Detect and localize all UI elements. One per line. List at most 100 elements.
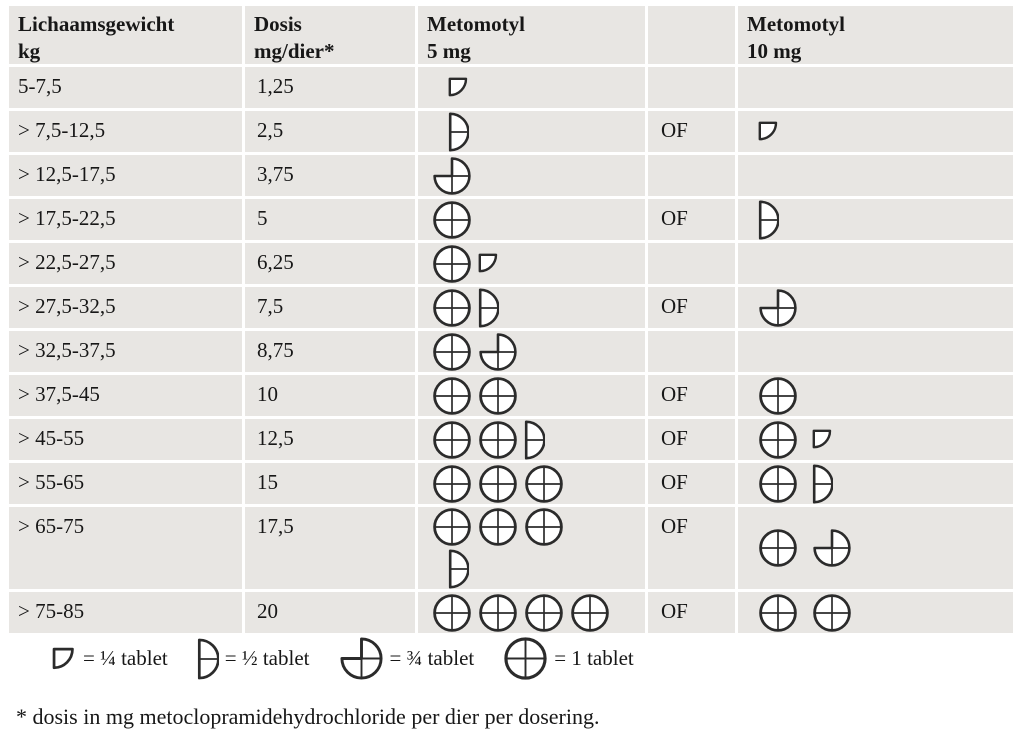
tablets-5mg-cell bbox=[418, 592, 645, 633]
tablet-icon-row bbox=[758, 200, 1013, 240]
tablet-icon-row bbox=[432, 507, 645, 547]
full-tablet-icon bbox=[524, 593, 564, 633]
three-quarter-tablet-icon bbox=[432, 156, 472, 196]
or-cell: OF bbox=[648, 287, 735, 328]
dose-cell: 15 bbox=[245, 463, 415, 504]
full-tablet-icon bbox=[570, 593, 610, 633]
dose-cell: 17,5 bbox=[245, 507, 415, 589]
tablets-10mg-cell bbox=[738, 331, 1013, 372]
three-quarter-tablet-icon bbox=[478, 332, 518, 372]
tablet-icon-row bbox=[432, 376, 645, 416]
tablets-10mg-cell bbox=[738, 419, 1013, 460]
full-tablet-icon bbox=[478, 593, 518, 633]
weight-cell: > 7,5-12,5 bbox=[9, 111, 242, 152]
half-tablet-icon bbox=[812, 464, 833, 504]
or-cell: OF bbox=[648, 507, 735, 589]
tablets-10mg-cell bbox=[738, 67, 1013, 108]
header-line: mg/dier* bbox=[254, 39, 335, 63]
header-or-spacer-cell bbox=[648, 6, 735, 64]
or-cell: OF bbox=[648, 419, 735, 460]
tablets-5mg-cell bbox=[418, 287, 645, 328]
full-tablet-icon bbox=[524, 507, 564, 547]
dose-cell: 8,75 bbox=[245, 331, 415, 372]
legend-label: = 1 tablet bbox=[554, 646, 634, 670]
full-tablet-icon bbox=[432, 420, 472, 460]
half-tablet-icon bbox=[478, 288, 499, 328]
weight-cell: > 55-65 bbox=[9, 463, 242, 504]
header-line: 5 mg bbox=[427, 39, 471, 63]
or-cell: OF bbox=[648, 111, 735, 152]
full-tablet-icon bbox=[432, 507, 472, 547]
tablet-icon-row bbox=[758, 121, 1013, 142]
header-dose-cell: Dosis mg/dier* bbox=[245, 6, 415, 64]
tablets-10mg-cell bbox=[738, 155, 1013, 196]
full-tablet-icon bbox=[478, 464, 518, 504]
weight-cell: > 22,5-27,5 bbox=[9, 243, 242, 284]
tablets-10mg-cell bbox=[738, 287, 1013, 328]
dose-cell: 6,25 bbox=[245, 243, 415, 284]
legend-item: = ¾ tablet bbox=[339, 636, 474, 681]
full-tablet-icon bbox=[758, 464, 798, 504]
tablet-icon-row bbox=[432, 593, 645, 633]
tablets-10mg-cell bbox=[738, 592, 1013, 633]
weight-cell: > 27,5-32,5 bbox=[9, 287, 242, 328]
dose-cell: 10 bbox=[245, 375, 415, 416]
header-line: 10 mg bbox=[747, 39, 802, 63]
or-cell bbox=[648, 67, 735, 108]
legend-item: = ¼ tablet bbox=[52, 646, 168, 671]
dose-cell: 2,5 bbox=[245, 111, 415, 152]
weight-cell: > 75-85 bbox=[9, 592, 242, 633]
three-quarter-tablet-icon bbox=[758, 288, 798, 328]
full-tablet-icon bbox=[524, 464, 564, 504]
full-tablet-icon bbox=[812, 593, 852, 633]
full-tablet-icon bbox=[503, 636, 548, 681]
quarter-tablet-icon bbox=[812, 429, 834, 450]
half-tablet-icon bbox=[197, 638, 219, 680]
full-tablet-icon bbox=[478, 420, 518, 460]
tablets-5mg-cell bbox=[418, 331, 645, 372]
tablet-icon-row bbox=[432, 464, 645, 504]
tablets-10mg-cell bbox=[738, 375, 1013, 416]
quarter-tablet-icon bbox=[478, 253, 500, 274]
or-cell bbox=[648, 155, 735, 196]
header-line: Lichaamsgewicht bbox=[18, 12, 175, 36]
tablet-legend: = ¼ tablet = ½ tablet = ¾ tablet = 1 tablet bbox=[52, 636, 634, 681]
or-cell bbox=[648, 243, 735, 284]
tablet-icon-row bbox=[758, 376, 1013, 416]
tablets-10mg-cell bbox=[738, 507, 1013, 589]
tablet-icon-row bbox=[432, 200, 645, 240]
half-tablet-icon bbox=[448, 112, 469, 152]
tablet-icon-row bbox=[758, 420, 1013, 460]
or-cell: OF bbox=[648, 375, 735, 416]
full-tablet-icon bbox=[758, 376, 798, 416]
header-weight-cell: Lichaamsgewicht kg bbox=[9, 6, 242, 64]
header-metomotyl-5mg-cell: Metomotyl 5 mg bbox=[418, 6, 645, 64]
tablets-5mg-cell bbox=[418, 419, 645, 460]
legend-item: = 1 tablet bbox=[503, 636, 634, 681]
full-tablet-icon bbox=[432, 288, 472, 328]
half-tablet-icon bbox=[524, 420, 545, 460]
header-line: Metomotyl bbox=[427, 12, 525, 36]
tablet-icon-row bbox=[448, 112, 645, 152]
full-tablet-icon bbox=[432, 376, 472, 416]
tablets-5mg-cell bbox=[418, 67, 645, 108]
weight-cell: > 12,5-17,5 bbox=[9, 155, 242, 196]
full-tablet-icon bbox=[432, 332, 472, 372]
tablets-10mg-cell bbox=[738, 243, 1013, 284]
tablets-5mg-cell bbox=[418, 199, 645, 240]
tablet-icon-row bbox=[758, 288, 1013, 328]
dose-cell: 20 bbox=[245, 592, 415, 633]
tablets-5mg-cell bbox=[418, 375, 645, 416]
full-tablet-icon bbox=[758, 420, 798, 460]
full-tablet-icon bbox=[432, 464, 472, 504]
full-tablet-icon bbox=[432, 244, 472, 284]
legend-label: = ¼ tablet bbox=[83, 646, 168, 670]
tablet-icon-row bbox=[432, 420, 645, 460]
dose-cell: 3,75 bbox=[245, 155, 415, 196]
or-cell bbox=[648, 331, 735, 372]
weight-cell: > 32,5-37,5 bbox=[9, 331, 242, 372]
tablets-5mg-cell bbox=[418, 155, 645, 196]
legend-item: = ½ tablet bbox=[197, 638, 310, 680]
weight-cell: 5-7,5 bbox=[9, 67, 242, 108]
weight-cell: > 17,5-22,5 bbox=[9, 199, 242, 240]
